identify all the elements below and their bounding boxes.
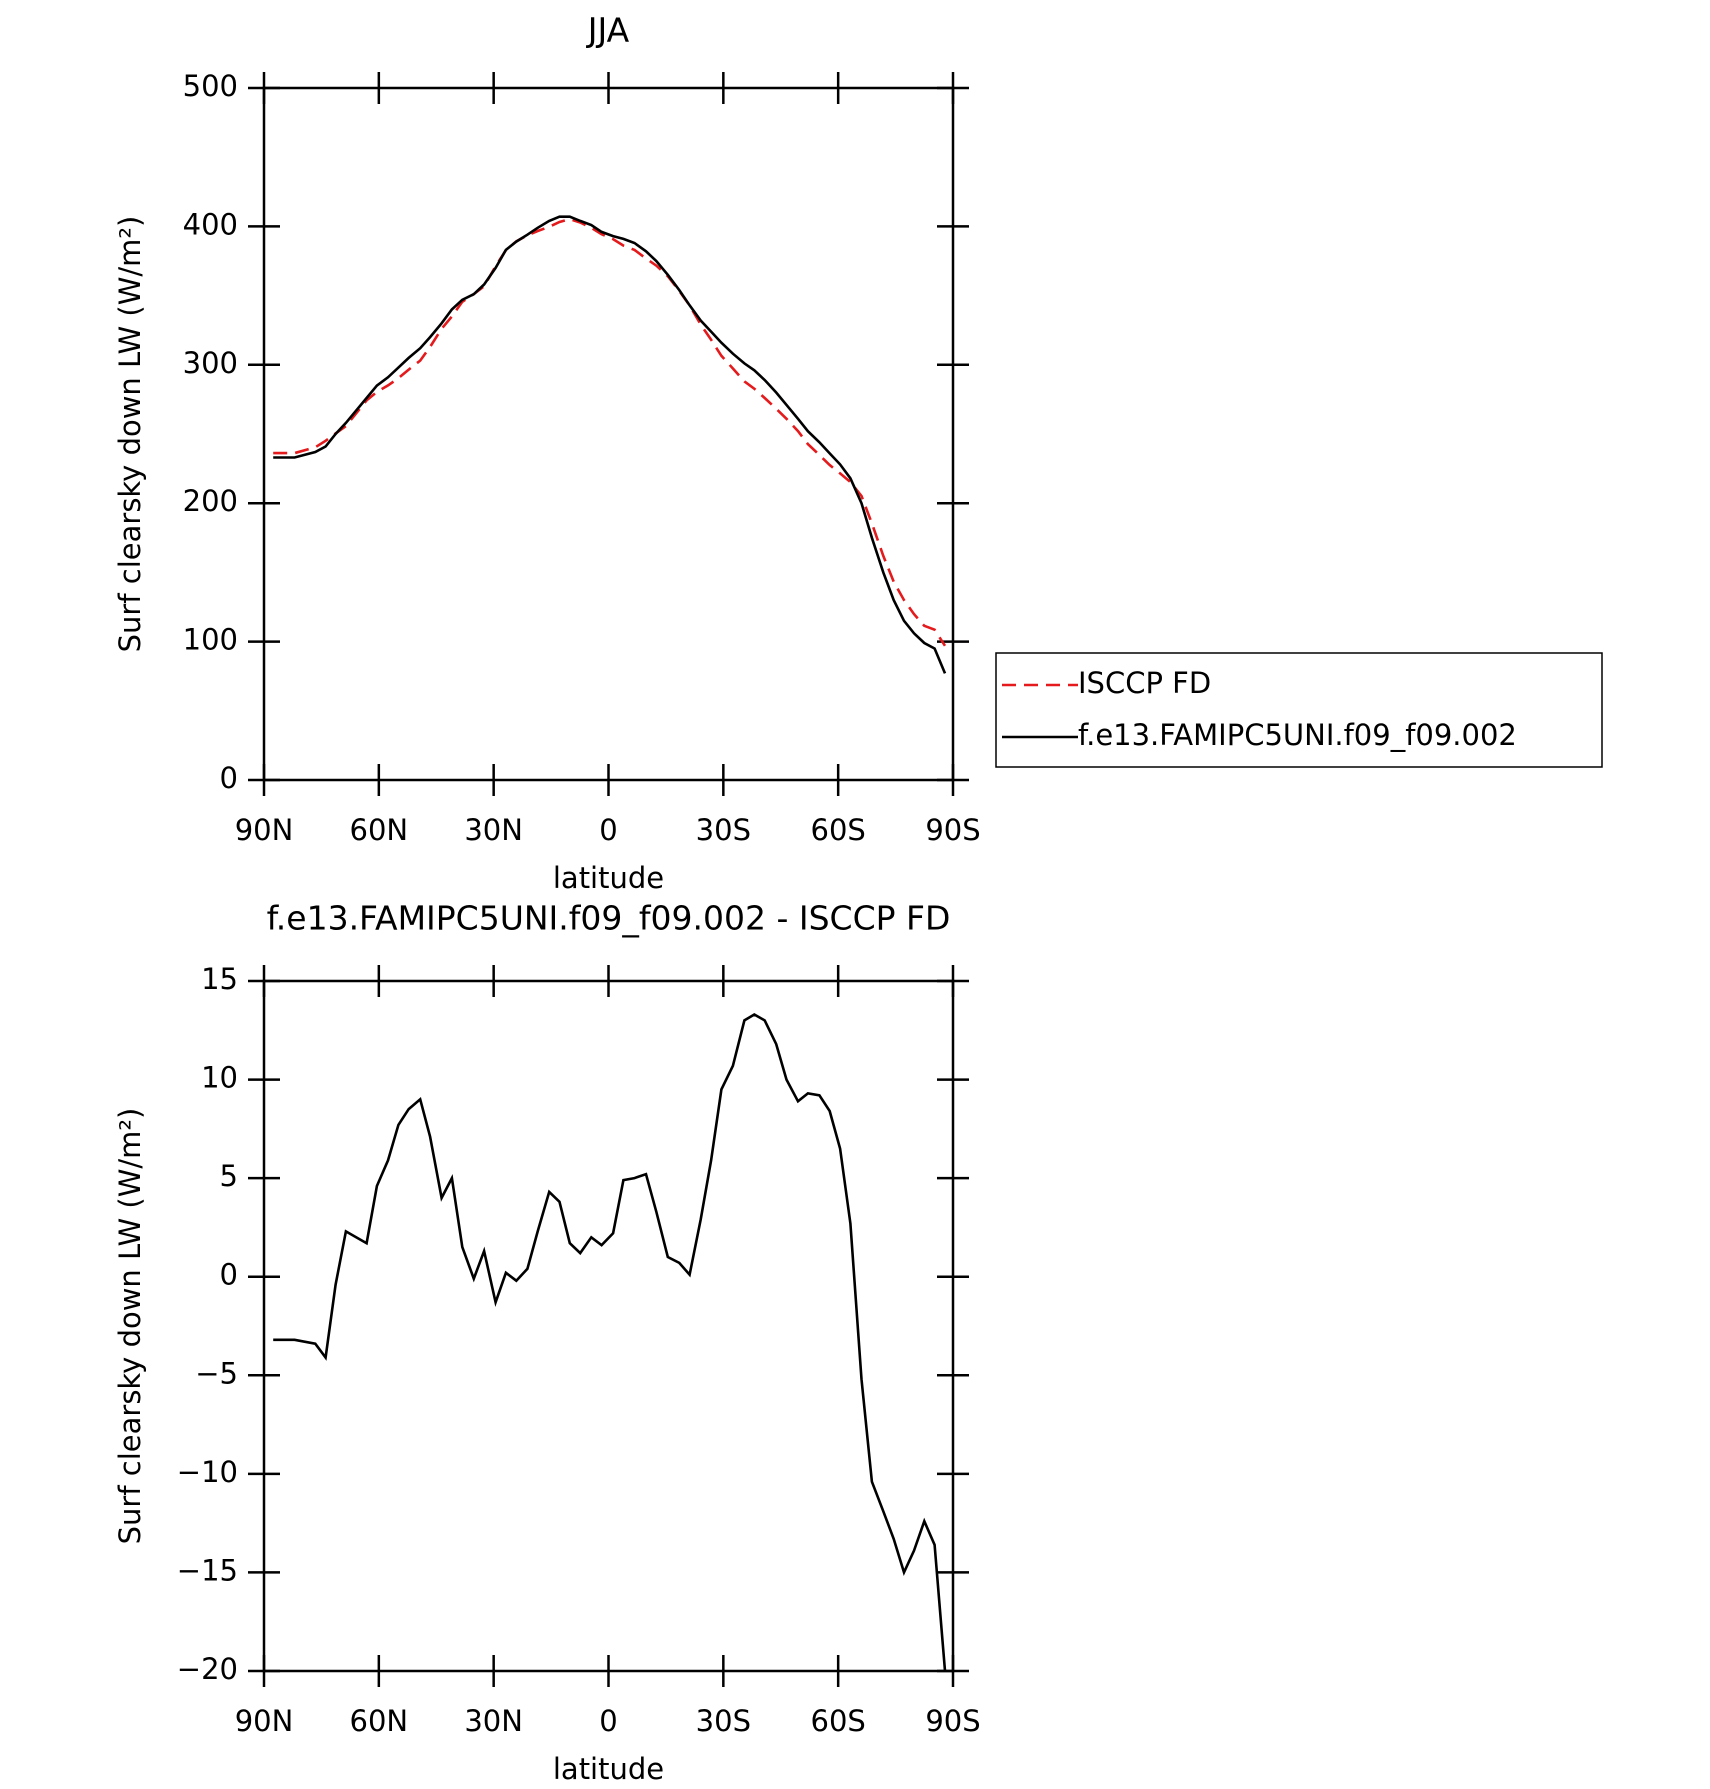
y-tick-label: 5	[220, 1159, 238, 1193]
x-tick-label: 0	[599, 813, 617, 847]
chart-title: f.e13.FAMIPC5UNI.f09_f09.002 - ISCCP FD	[267, 899, 951, 938]
x-tick-label: 60S	[811, 1704, 866, 1738]
y-tick-label: 400	[183, 207, 238, 241]
legend-label: ISCCP FD	[1078, 666, 1211, 700]
plot-frame	[262, 979, 955, 1673]
y-tick-label: 15	[201, 962, 238, 996]
chart-title: JJA	[586, 11, 630, 50]
legend-label: f.e13.FAMIPC5UNI.f09_f09.002	[1078, 718, 1517, 752]
y-tick-label: 300	[183, 346, 238, 380]
x-tick-label: 30S	[696, 1704, 751, 1738]
y-axis-label: Surf clearsky down LW (W/m²)	[113, 1108, 147, 1545]
data-line	[273, 1012, 947, 1672]
legend-box	[995, 652, 1603, 768]
x-axis-label: latitude	[553, 1752, 664, 1786]
y-tick-label: 100	[183, 623, 238, 657]
y-tick-label: 10	[201, 1061, 238, 1095]
y-tick-label: 0	[220, 761, 238, 795]
x-tick-label: 90S	[925, 1704, 980, 1738]
x-tick-label: 30N	[464, 813, 523, 847]
x-tick-label: 60S	[811, 813, 866, 847]
data-line	[273, 215, 947, 674]
y-tick-label: 200	[183, 484, 238, 518]
y-tick-label: −20	[177, 1652, 238, 1686]
y-axis-label: Surf clearsky down LW (W/m²)	[113, 216, 147, 653]
x-tick-label: 30S	[696, 813, 751, 847]
y-tick-label: 0	[220, 1258, 238, 1292]
y-tick-label: −10	[177, 1455, 238, 1489]
x-tick-label: 60N	[350, 813, 409, 847]
data-line	[273, 217, 947, 647]
x-tick-label: 90S	[925, 813, 980, 847]
x-tick-label: 30N	[464, 1704, 523, 1738]
x-tick-label: 90N	[235, 813, 294, 847]
x-tick-label: 60N	[350, 1704, 409, 1738]
x-axis-label: latitude	[553, 861, 664, 895]
y-tick-label: −15	[177, 1553, 238, 1587]
y-tick-label: −5	[195, 1356, 238, 1390]
y-tick-label: 500	[183, 69, 238, 103]
plot-frame	[262, 86, 955, 782]
x-tick-label: 0	[599, 1704, 617, 1738]
x-tick-label: 90N	[235, 1704, 294, 1738]
